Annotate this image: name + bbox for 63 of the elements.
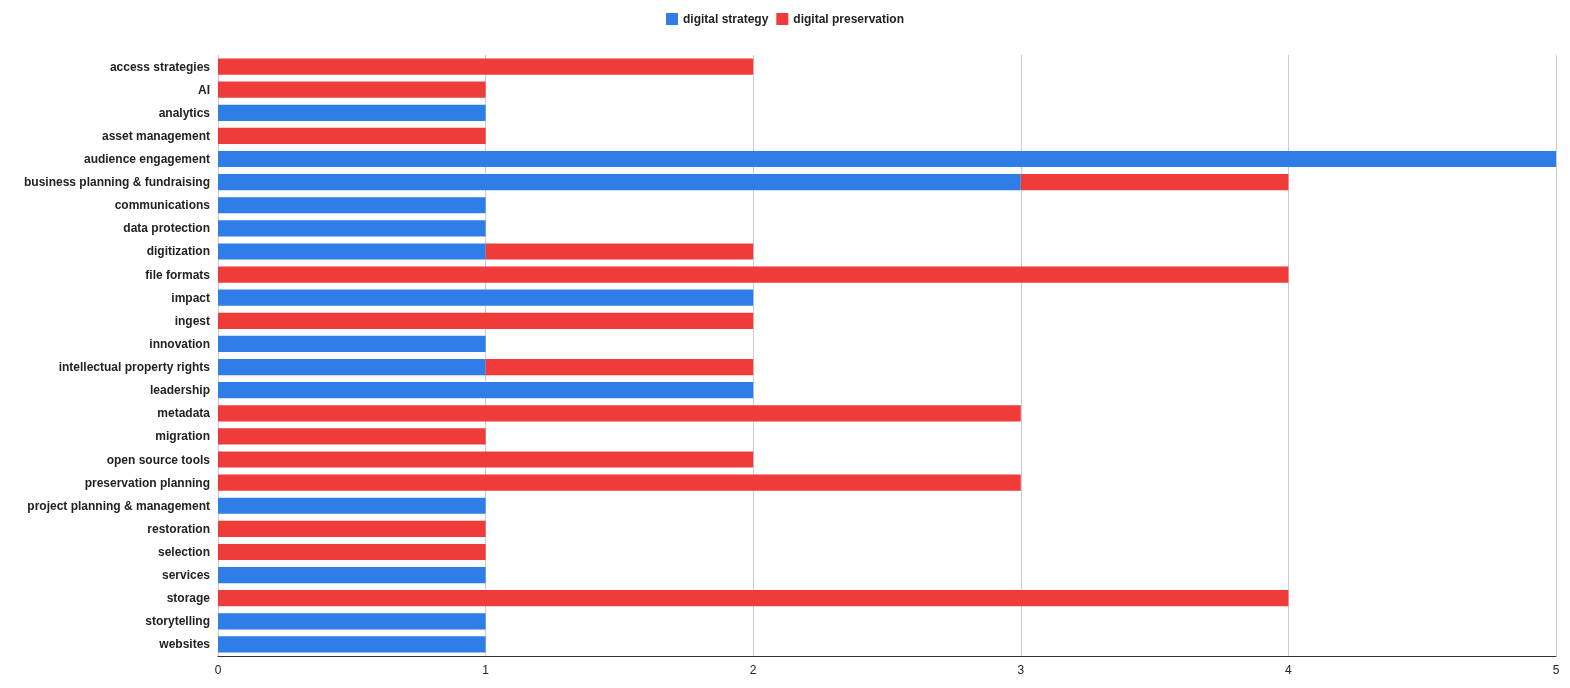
bar [218,266,1289,283]
x-tick-label: 1 [482,663,490,677]
y-tick-label: access strategies [109,59,211,74]
y-tick-label: communications [114,198,211,213]
bar [218,613,486,630]
y-tick-label: open source tools [106,452,211,467]
bar [218,335,486,353]
bar [218,590,1289,607]
x-tick-label: 3 [1017,663,1025,677]
bar [218,451,754,468]
bar [218,58,754,75]
bar [218,636,486,653]
bar [218,174,1021,191]
bar [218,543,486,561]
y-tick-label: business planning & fundraising [23,175,210,190]
bar [218,150,1556,168]
y-tick-label: ingest [174,313,210,328]
y-tick-label: audience engagement [83,152,210,167]
y-tick-label: metadata [157,406,211,421]
y-tick-label: leadership [149,383,210,398]
y-tick-label: asset management [101,128,210,143]
bar [1020,174,1289,191]
bar [218,497,486,514]
bar [485,243,754,260]
bar [218,312,754,329]
y-tick-label: selection [157,544,210,559]
y-tick-label: impact [171,290,210,305]
x-tick-label: 0 [214,663,222,677]
bar [218,289,754,306]
y-tick-label: restoration [147,521,210,536]
bar [218,567,486,584]
bar [218,127,486,144]
y-tick-label: project planning & management [27,498,210,513]
y-tick-label: intellectual property rights [58,360,211,375]
y-tick-label: digitization [146,244,210,259]
bar [218,428,486,445]
bar [218,243,486,260]
bar [218,474,1021,491]
x-tick-label: 2 [749,663,757,677]
legend-label: digital strategy [682,12,769,26]
y-tick-label: preservation planning [84,475,210,490]
bar [218,104,486,121]
y-tick-label: data protection [123,221,210,236]
x-tick-label: 5 [1552,663,1560,677]
y-tick-label: storage [166,591,211,606]
bar [218,405,1021,422]
y-tick-label: analytics [158,105,211,120]
y-tick-label: storytelling [145,614,210,629]
bar [218,520,486,537]
y-tick-label: AI [198,82,210,97]
y-tick-label: file formats [145,267,211,282]
bar [218,382,754,399]
legend-label: digital preservation [793,12,905,26]
bar [218,220,486,237]
bar [218,358,486,376]
y-tick-label: services [161,568,211,583]
y-tick-label: websites [158,637,211,652]
y-tick-label: migration [155,429,210,444]
bar [485,358,754,376]
y-tick-label: innovation [149,336,210,351]
bar [218,81,486,98]
x-tick-label: 4 [1285,663,1293,677]
bar [218,197,486,214]
